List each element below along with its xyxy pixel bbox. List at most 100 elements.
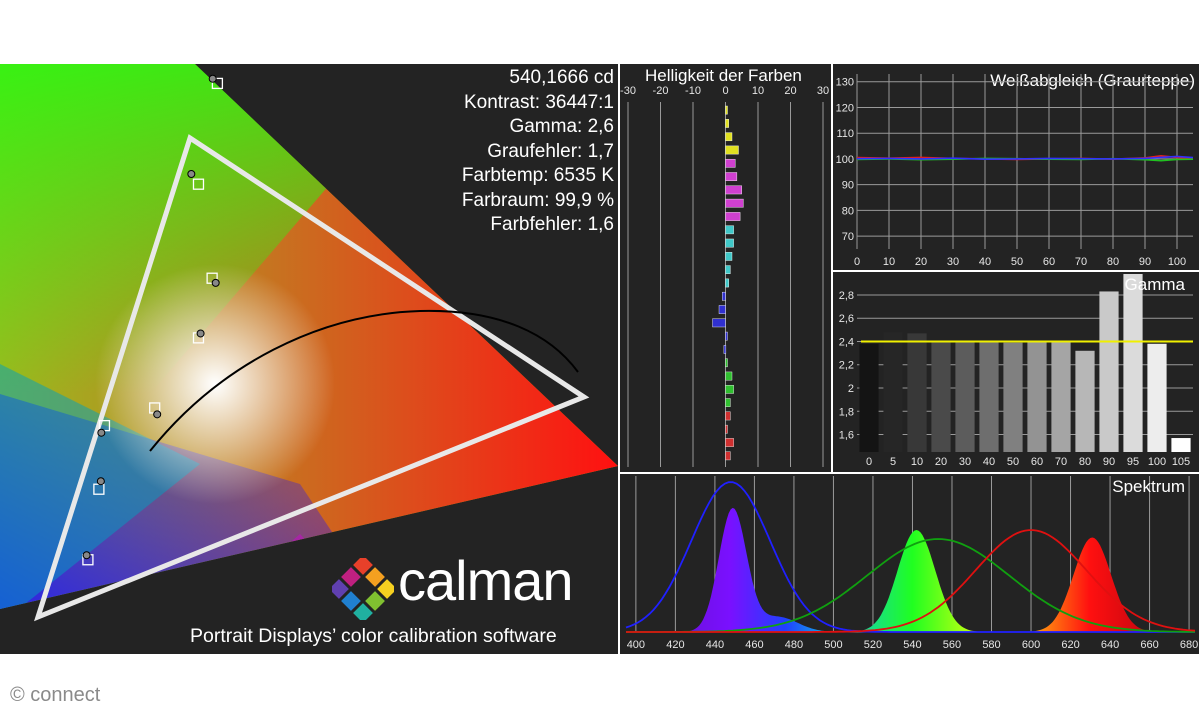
x-tick-label: 420 (666, 639, 684, 651)
x-tick-label: 20 (915, 256, 927, 268)
luminance-value: 540,1666 cd (509, 67, 614, 88)
x-tick-label: 80 (1107, 256, 1119, 268)
x-tick-label: 10 (752, 85, 764, 97)
x-tick-label: 500 (824, 639, 842, 651)
measured-point (196, 329, 205, 338)
x-tick-label: 90 (1103, 456, 1115, 468)
x-tick-label: 5 (890, 456, 896, 468)
brightness-bar (725, 331, 728, 341)
calman-logo-icon (332, 558, 394, 620)
x-tick-label: 520 (864, 639, 882, 651)
y-tick-label: 100 (836, 154, 854, 166)
gamma-bar (907, 333, 927, 452)
brightness-bar (725, 424, 728, 434)
measured-point (96, 477, 105, 486)
brightness-bar (725, 265, 731, 274)
gamma-bar (1099, 291, 1119, 452)
x-tick-label: 80 (1079, 456, 1091, 468)
brightness-bar (725, 198, 744, 208)
y-tick-label: 110 (836, 128, 854, 140)
x-tick-label: 400 (627, 639, 645, 651)
gamma-title: Gamma (1124, 275, 1185, 294)
y-tick-label: 130 (836, 77, 854, 89)
calman-logo: calman (332, 549, 614, 620)
x-tick-label: 460 (745, 639, 763, 651)
white-balance-chart: 130 120 110 100 90 80 70 0 10 20 30 40 50 60 70 80 90 100 (836, 74, 1194, 268)
x-tick-label: 95 (1127, 456, 1139, 468)
x-tick-label: 680 (1180, 639, 1198, 651)
gamma-bar (1075, 350, 1095, 452)
gamma-bar (979, 341, 999, 452)
x-tick-label: -20 (653, 85, 669, 97)
brightness-bar (725, 385, 734, 394)
calman-wordmark: calman (398, 549, 574, 612)
gamma-bar (955, 341, 975, 452)
target-point (192, 178, 205, 190)
x-tick-label: -30 (620, 85, 636, 97)
measurement-summary: 540,1666 cd Kontrast: 36447:1 Gamma: 2,6… (462, 66, 614, 238)
brightness-bar (725, 172, 738, 181)
brightness-bar (725, 278, 729, 288)
x-tick-label: 50 (1011, 256, 1023, 268)
measured-point (187, 170, 196, 179)
gamma-value: Gamma: 2,6 (509, 116, 614, 137)
x-tick-label: 30 (817, 85, 829, 97)
brightness-bar (725, 451, 731, 461)
x-tick-label: 20 (935, 456, 947, 468)
brightness-bar (725, 252, 733, 261)
brightness-bar (725, 158, 736, 168)
cie-gamut-panel: 540,1666 cd Kontrast: 36447:1 Gamma: 2,6… (0, 64, 618, 654)
brightness-bar (725, 238, 734, 248)
spectrum-area (626, 507, 1195, 632)
y-tick-label: 2 (848, 383, 854, 395)
gamma-bar (1171, 438, 1191, 452)
brightness-bar (725, 212, 741, 221)
brightness-bar (725, 119, 729, 128)
planckian-locus (149, 309, 579, 452)
brightness-title: Helligkeit der Farben (645, 66, 802, 85)
connect-watermark: © connect (10, 684, 101, 706)
brightness-bar (725, 411, 731, 421)
measured-point (82, 551, 91, 560)
x-tick-label: 10 (883, 256, 895, 268)
x-tick-label: 440 (706, 639, 724, 651)
y-tick-label: 2,6 (839, 313, 854, 325)
x-tick-label: 100 (1168, 256, 1186, 268)
calman-tagline: Portrait Displays’ color calibration sof… (190, 625, 557, 647)
blue-response-curve (625, 481, 1195, 633)
y-tick-label: 1,6 (839, 430, 854, 442)
x-tick-label: 30 (959, 456, 971, 468)
x-tick-label: 30 (947, 256, 959, 268)
brightness-bar (725, 438, 734, 447)
y-tick-label: 2,2 (839, 360, 854, 372)
x-tick-label: 660 (1140, 639, 1158, 651)
brightness-panel: Helligkeit der Farben -30 -20 -10 0 10 20 30 (620, 64, 831, 472)
measured-point (208, 74, 217, 83)
gamma-bar (883, 332, 903, 452)
green-response-curve (626, 538, 1196, 633)
spectrum-chart: 400 420 440 460 480 500 520 540 560 580 600 620 640 6… (625, 476, 1198, 651)
x-tick-label: 0 (854, 256, 860, 268)
brightness-bar (712, 318, 726, 328)
brightness-bar (723, 345, 727, 354)
x-tick-label: 600 (1022, 639, 1040, 651)
x-tick-label: 480 (785, 639, 803, 651)
x-tick-label: 70 (1075, 256, 1087, 268)
gamma-bar (859, 343, 879, 452)
x-tick-label: 60 (1031, 456, 1043, 468)
x-tick-label: 0 (722, 85, 728, 97)
x-tick-label: 20 (784, 85, 796, 97)
x-tick-label: 105 (1172, 456, 1190, 468)
brightness-bar (725, 371, 733, 381)
gamma-bar (1123, 274, 1143, 452)
gamma-chart: 2,8 2,6 2,4 2,2 2 1,8 1,6 0 5 10 20 30 40 50 60 70 80 90 9… (839, 274, 1193, 468)
brightness-bar (725, 105, 728, 115)
gamma-panel: 2,8 2,6 2,4 2,2 2 1,8 1,6 0 5 10 20 30 40 50 60 70 80 90 9… (833, 272, 1199, 472)
x-tick-label: 50 (1007, 456, 1019, 468)
measured-point (97, 428, 106, 437)
x-tick-label: 580 (982, 639, 1000, 651)
brightness-bar (722, 291, 726, 301)
y-tick-label: 120 (836, 102, 854, 114)
spectrum-title: Spektrum (1112, 477, 1185, 496)
brightness-chart: -30 -20 -10 0 10 20 30 (620, 85, 829, 467)
